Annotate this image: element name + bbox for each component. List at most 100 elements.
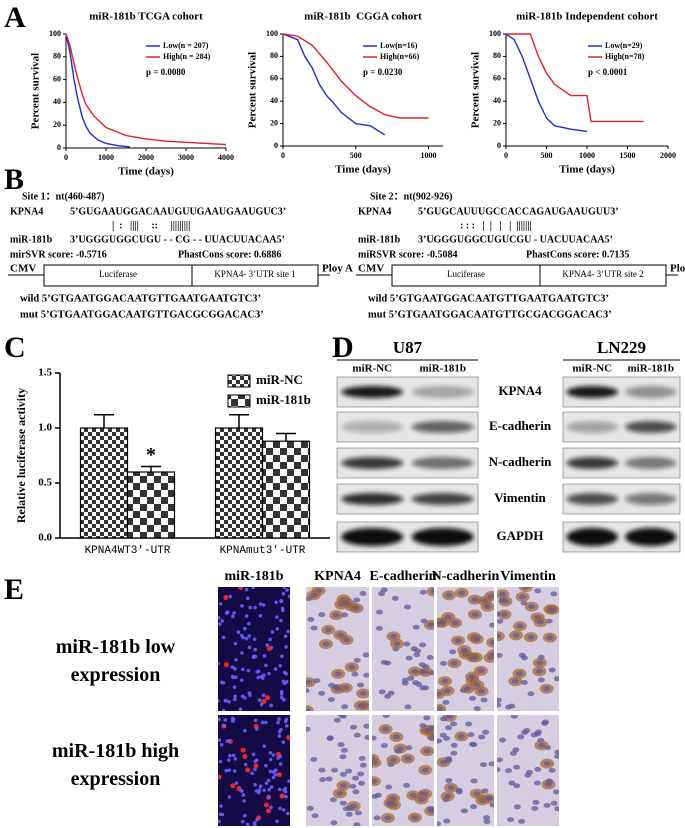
nucleus xyxy=(510,715,518,719)
nucleus xyxy=(233,641,238,646)
nucleus xyxy=(353,605,361,611)
nucleus xyxy=(269,805,273,810)
nucleus xyxy=(281,592,286,596)
nucleus xyxy=(253,718,258,723)
nucleus xyxy=(485,796,493,802)
nucleus xyxy=(497,618,504,624)
significance: * xyxy=(146,444,156,466)
nucleus xyxy=(413,652,421,658)
nucleus xyxy=(286,735,290,741)
gene-label: KPNA4 xyxy=(358,206,391,217)
x-tick-label: 3000 xyxy=(178,153,194,162)
nucleus xyxy=(324,627,332,633)
x-axis-label: Time (days) xyxy=(559,164,615,176)
nucleus xyxy=(286,629,290,634)
nucleus xyxy=(223,718,228,722)
nucleus xyxy=(325,776,333,782)
p-value: p = 0.0080 xyxy=(146,67,186,77)
nucleus xyxy=(276,720,280,725)
nucleus xyxy=(522,587,530,590)
nucleus xyxy=(403,782,411,788)
nucleus xyxy=(489,802,494,808)
nucleus xyxy=(282,681,287,686)
nucleus xyxy=(444,688,452,694)
construct-box xyxy=(191,264,319,287)
nucleus xyxy=(247,634,252,638)
nucleus xyxy=(227,768,231,773)
nucleus xyxy=(553,789,559,795)
column-label: miR-181b xyxy=(224,569,283,584)
nucleus xyxy=(282,698,286,702)
error-bar xyxy=(94,414,114,428)
nucleus xyxy=(507,817,515,823)
nucleus xyxy=(218,774,222,780)
y-axis-label: Relative luciferase activity xyxy=(14,388,28,523)
mirna-label: miR-181b xyxy=(358,234,401,245)
nucleus xyxy=(404,756,412,762)
x-tick-label: 1000 xyxy=(579,151,595,160)
sequence: 3’UGGGUGGCUGUCGU - UACUUACAA5’ xyxy=(418,234,613,245)
error-bar xyxy=(276,432,296,442)
nucleus xyxy=(353,732,361,738)
nucleus xyxy=(533,780,541,786)
nucleus xyxy=(331,684,339,690)
band xyxy=(341,457,404,469)
nucleus xyxy=(280,606,285,611)
nucleus xyxy=(278,806,282,811)
nucleus xyxy=(333,717,341,723)
nucleus xyxy=(220,812,225,817)
nucleus xyxy=(407,675,415,681)
construct-label: KPNA4- 3’UTR site 1 xyxy=(214,269,295,279)
nucleus xyxy=(541,719,549,725)
construct-label: Ploy A xyxy=(322,263,353,275)
nucleus xyxy=(341,704,349,710)
nucleus xyxy=(473,682,481,688)
nucleus xyxy=(253,823,257,826)
nucleus xyxy=(445,757,453,763)
nucleus xyxy=(339,800,347,806)
nucleus xyxy=(437,706,443,711)
nucleus xyxy=(390,633,398,639)
y-tick-label: 20 xyxy=(270,118,278,127)
stain-image xyxy=(218,587,290,711)
nucleus xyxy=(350,724,358,730)
stain-image xyxy=(372,715,434,826)
nucleus xyxy=(385,800,393,806)
nucleus xyxy=(404,704,412,710)
nucleus xyxy=(489,622,494,628)
nucleus xyxy=(385,784,393,790)
nucleus xyxy=(382,715,390,719)
nucleus xyxy=(266,646,272,652)
sequence: wild 5’GTGAATGGACAATGTTGAATGAATGTC3’ xyxy=(368,293,609,304)
nucleus xyxy=(248,605,252,610)
sequence: 3’UGGGUGGCUGU - - CG - - UUACUUACAA5’ xyxy=(70,234,285,245)
nucleus xyxy=(411,669,419,675)
panel-letter: B xyxy=(4,163,24,196)
nucleus xyxy=(353,597,361,603)
x-tick-label: 4000 xyxy=(218,153,234,162)
nucleus xyxy=(253,605,257,610)
nucleus xyxy=(221,635,226,640)
nucleus xyxy=(330,820,338,826)
nucleus xyxy=(550,591,558,597)
x-tick-label: 1500 xyxy=(620,151,636,160)
nucleus xyxy=(278,762,283,766)
nucleus xyxy=(253,763,259,769)
nucleus xyxy=(439,732,447,738)
nucleus xyxy=(223,595,229,601)
nucleus xyxy=(414,648,422,654)
nucleus xyxy=(255,817,259,822)
nucleus xyxy=(241,635,245,640)
nucleus xyxy=(543,802,551,808)
nucleus xyxy=(285,724,289,728)
nucleus xyxy=(497,702,502,708)
nucleus xyxy=(546,635,554,641)
nucleus xyxy=(511,678,519,684)
nucleus xyxy=(267,787,271,792)
nucleus xyxy=(273,772,278,777)
nucleus xyxy=(226,758,231,762)
nucleus xyxy=(329,797,337,803)
nucleus xyxy=(373,815,381,821)
nucleus xyxy=(376,609,384,615)
nucleus xyxy=(261,693,266,697)
